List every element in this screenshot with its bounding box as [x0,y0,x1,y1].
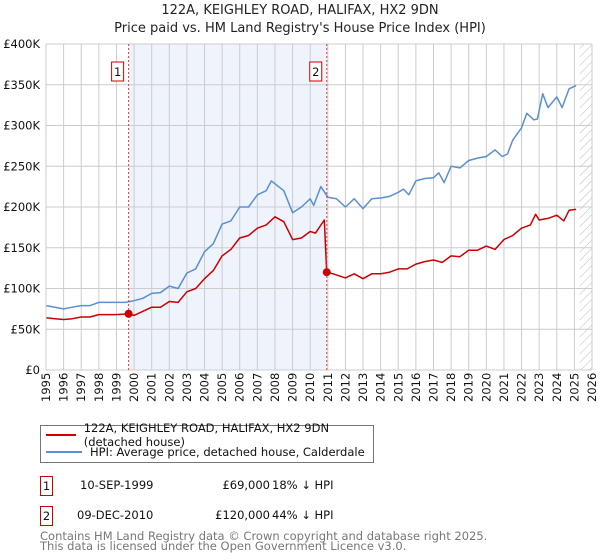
x-tick-label: 2018 [444,373,458,402]
x-tick-label: 2017 [426,373,440,402]
x-tick-label: 2011 [321,373,335,402]
x-tick-label: 2016 [409,373,423,402]
x-tick-label: 2009 [286,373,300,402]
legend-item-property: 122A, KEIGHLEY ROAD, HALIFAX, HX2 9DN (d… [46,421,373,449]
x-tick-label: 2000 [127,373,141,402]
legend-swatch-red [46,434,76,436]
transaction-date: 10-SEP-1999 [80,478,154,492]
chart-title: 122A, KEIGHLEY ROAD, HALIFAX, HX2 9DN [161,3,439,18]
x-tick-label: 2001 [145,373,159,402]
transaction-price: £120,000 [215,508,270,522]
x-tick-label: 1996 [57,373,71,402]
sale-badge [309,61,323,82]
x-tick-label: 2002 [162,373,176,402]
y-tick-label: £350K [3,78,40,92]
x-tick-label: 2024 [550,373,564,402]
sale-point [322,268,331,277]
legend-label: HPI: Average price, detached house, Cald… [90,445,365,459]
footer-line: This data is licensed under the Open Gov… [40,539,407,553]
x-tick-label: 2012 [338,373,352,402]
y-tick-label: £200K [3,200,40,214]
legend-item-hpi: HPI: Average price, detached house, Cald… [46,444,365,460]
footer-line: Contains HM Land Registry data © Crown c… [40,529,488,543]
sale-badge-label: 1 [114,65,121,79]
x-tick-label: 2026 [585,373,599,402]
sale-point [124,309,133,318]
x-tick-label: 2008 [268,373,282,402]
legend-label: 122A, KEIGHLEY ROAD, HALIFAX, HX2 9DN (d… [83,421,330,449]
transaction-date: 09-DEC-2010 [77,508,154,522]
transaction-hpi: 18% ↓ HPI [272,478,334,492]
x-tick-label: 1999 [109,373,123,402]
x-tick-label: 1995 [39,373,53,402]
price-chart: 1 2 1995 1996 1997 1998 1999 2000 2001 2002 2003 20… [3,37,599,402]
x-tick-label: 2006 [233,373,247,402]
x-tick-label: 2010 [303,373,317,402]
sale-badge-label: 2 [312,65,319,79]
x-tick-label: 2007 [250,373,264,402]
y-tick-label: £300K [3,119,40,133]
legend-swatch-blue [46,451,82,453]
x-tick-label: 2025 [567,373,581,402]
x-tick-label: 2003 [180,373,194,402]
hpi-line [45,84,577,310]
x-tick-label: 2013 [356,373,370,402]
y-tick-label: £150K [3,241,40,255]
y-tick-label: £100K [3,282,40,296]
x-tick-label: 2020 [479,373,493,402]
x-tick-label: 1998 [92,373,106,402]
y-tick-label: £50K [11,322,41,336]
x-tick-label: 2015 [391,373,405,402]
transaction-badge: 2 [40,506,53,526]
x-tick-label: 2023 [532,373,546,402]
footer: Contains HM Land Registry data © Crown c… [40,529,488,553]
legend: 122A, KEIGHLEY ROAD, HALIFAX, HX2 9DN (d… [40,421,374,463]
chart-subtitle: Price paid vs. HM Land Registry's House … [114,21,486,36]
x-tick-label: 2014 [374,373,388,402]
sale-badge [111,61,125,82]
transaction-price: £69,000 [222,478,270,492]
x-tick-label: 2021 [497,373,511,402]
transaction-badge: 1 [40,476,53,496]
x-tick-label: 2005 [215,373,229,402]
y-tick-label: £400K [3,37,40,51]
property-price-line [45,208,577,321]
y-tick-label: £0 [25,363,40,377]
x-tick-label: 2022 [515,373,529,402]
x-tick-label: 1997 [74,373,88,402]
x-tick-label: 2004 [198,373,212,402]
y-tick-label: £250K [3,159,40,173]
x-tick-label: 2019 [462,373,476,402]
transaction-hpi: 44% ↓ HPI [272,508,334,522]
